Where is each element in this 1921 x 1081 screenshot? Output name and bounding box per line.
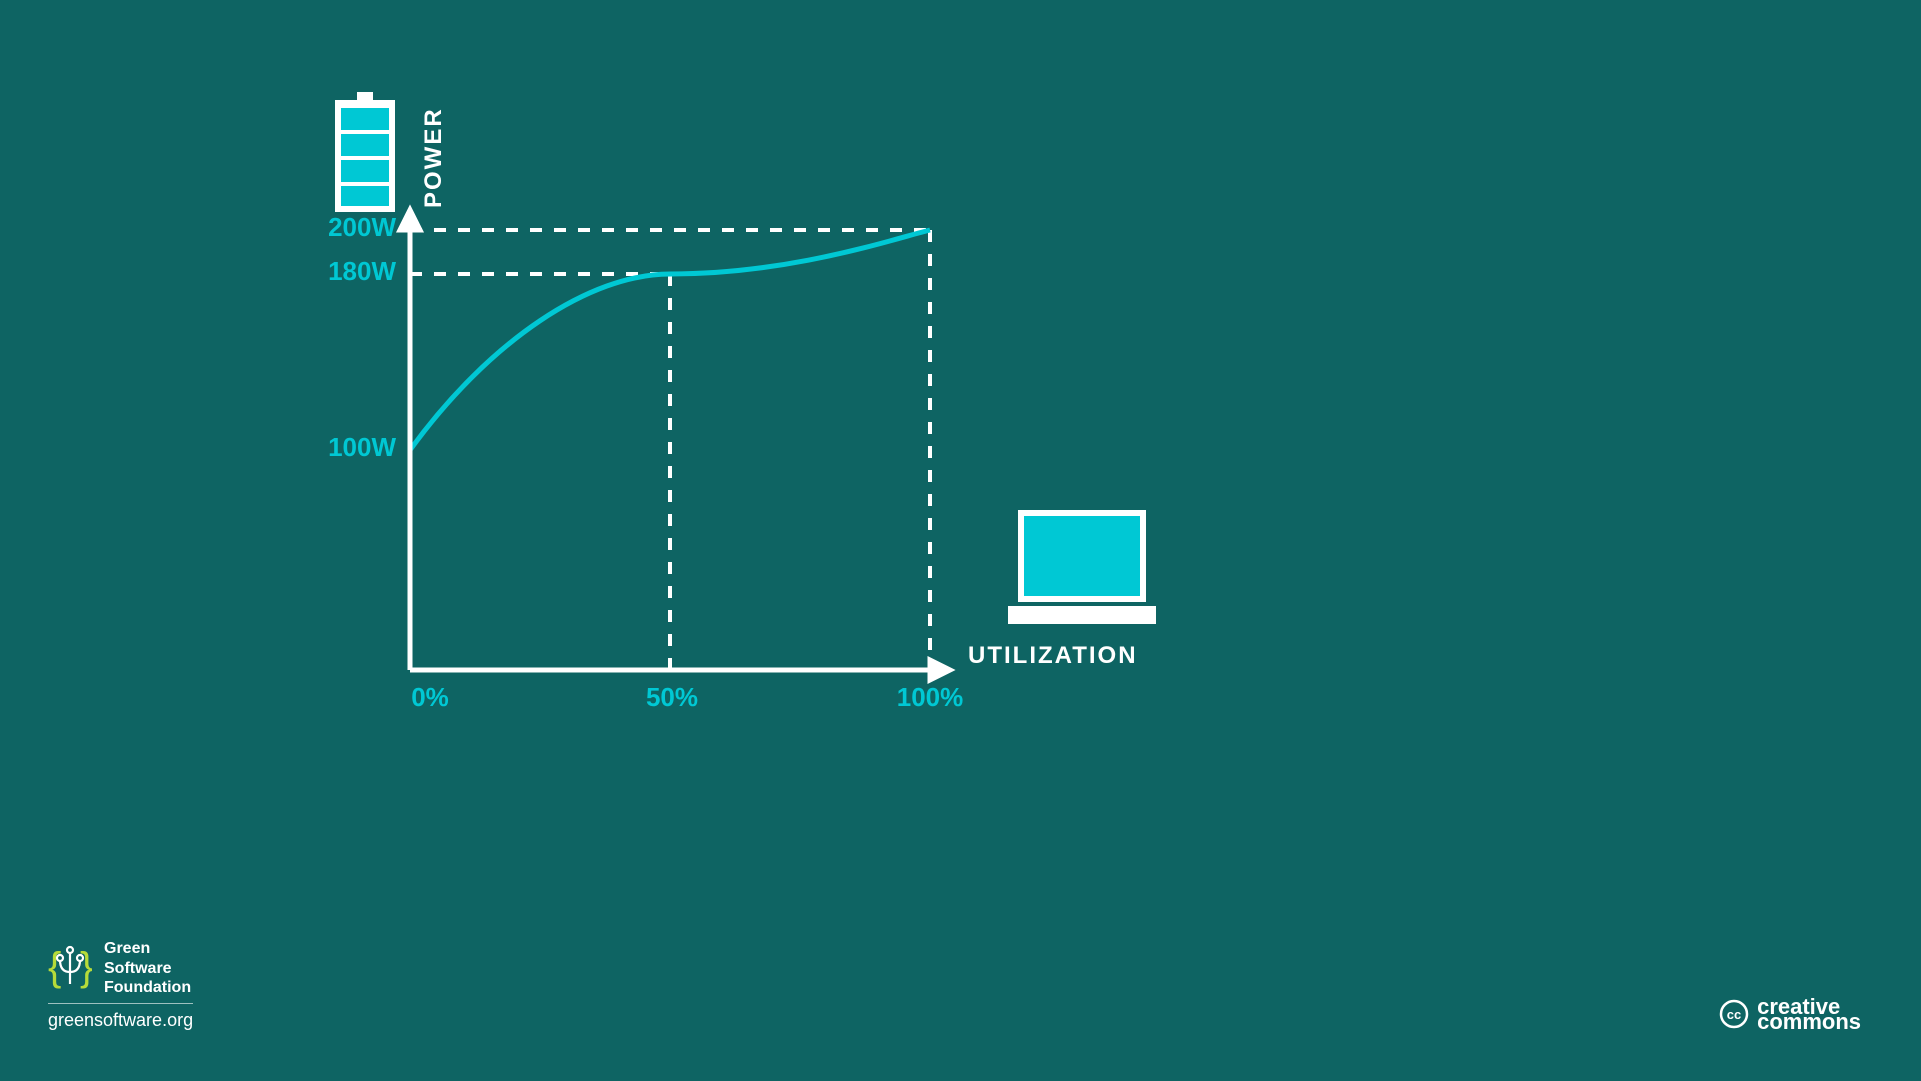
- org-name: Green Software Foundation: [104, 939, 191, 997]
- cc-line2: commons: [1757, 1013, 1861, 1031]
- y-tick-200: 200W: [300, 212, 396, 243]
- power-curve: [410, 230, 930, 450]
- laptop-icon: [1008, 510, 1156, 628]
- y-axis-label: POWER: [420, 107, 448, 208]
- axes: [400, 210, 950, 680]
- svg-text:{: {: [48, 945, 61, 989]
- chart-plot: [410, 230, 930, 670]
- org-line2: Software: [104, 959, 191, 978]
- org-line3: Foundation: [104, 978, 191, 997]
- org-line1: Green: [104, 939, 191, 958]
- x-tick-50: 50%: [632, 682, 712, 713]
- svg-text:cc: cc: [1727, 1007, 1741, 1022]
- org-logo-block: { } Green Software Foundation greensoftw…: [48, 939, 193, 1031]
- org-url: greensoftware.org: [48, 1003, 193, 1031]
- x-tick-0: 0%: [400, 682, 460, 713]
- reference-lines: [410, 230, 930, 670]
- battery-icon: [335, 92, 395, 212]
- x-axis-label: UTILIZATION: [968, 642, 1138, 670]
- y-tick-180: 180W: [300, 256, 396, 287]
- y-tick-100: 100W: [300, 432, 396, 463]
- x-tick-100: 100%: [880, 682, 980, 713]
- cc-icon: cc: [1719, 999, 1749, 1029]
- svg-text:}: }: [80, 945, 92, 989]
- cc-block: cc creative commons: [1719, 998, 1861, 1031]
- gsf-logo-icon: { }: [48, 942, 92, 994]
